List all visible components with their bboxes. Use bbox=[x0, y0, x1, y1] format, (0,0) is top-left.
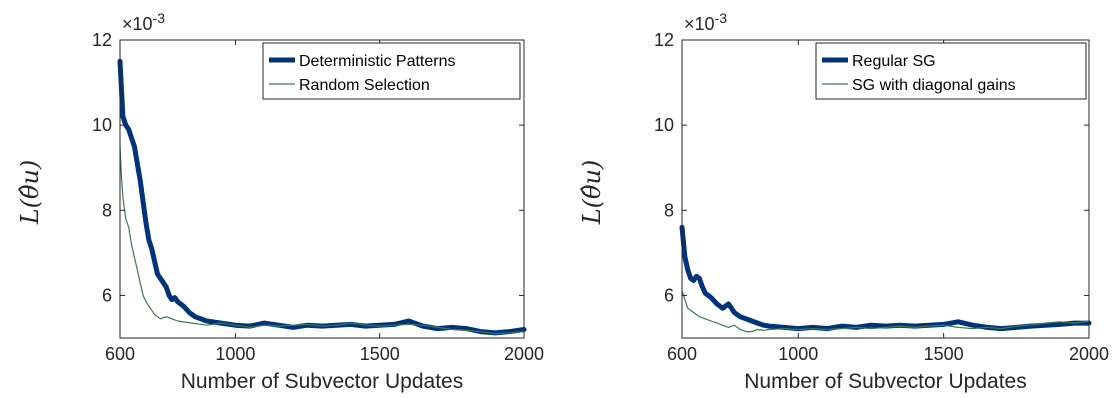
x-axis-label: Number of Subvector Updates bbox=[744, 370, 1026, 393]
y-tick-label: 12 bbox=[654, 30, 674, 50]
plot-area-frame bbox=[119, 39, 525, 339]
y-tick-label: 6 bbox=[664, 285, 674, 305]
legend-label-1: Regular SG bbox=[852, 53, 936, 70]
y-exponent-label: ×10-3 bbox=[684, 10, 727, 34]
legend: Deterministic Patterns Random Selection bbox=[262, 42, 521, 100]
y-tick-label: 8 bbox=[102, 200, 112, 220]
y-axis-label: L(θ̂u) bbox=[578, 160, 606, 226]
x-tick-label: 1500 bbox=[924, 344, 964, 364]
x-axis-label: Number of Subvector Updates bbox=[181, 370, 463, 393]
y-axis-label: L(θ̂u) bbox=[16, 160, 44, 226]
x-tick-label: 600 bbox=[105, 344, 135, 364]
y-exponent-label: ×10-3 bbox=[122, 10, 165, 34]
legend-box bbox=[815, 42, 1087, 100]
y-tick-label: 10 bbox=[92, 115, 112, 135]
series-line-1 bbox=[117, 58, 527, 336]
series-line-2 bbox=[681, 290, 1090, 333]
x-tick-label: 2000 bbox=[504, 344, 544, 364]
chart-panel-1: 600 1000 1500 2000 6 8 10 12 ×10-3 Number of Subv… bbox=[16, 10, 544, 393]
series-line-1 bbox=[679, 224, 1092, 332]
y-tick-label: 6 bbox=[102, 285, 112, 305]
x-tick-label: 600 bbox=[667, 344, 697, 364]
x-tick-label: 1500 bbox=[360, 344, 400, 364]
legend-label-1: Deterministic Patterns bbox=[299, 53, 456, 70]
legend-box bbox=[262, 42, 521, 100]
y-tick-label: 12 bbox=[92, 30, 112, 50]
x-tick-label: 2000 bbox=[1069, 344, 1109, 364]
x-tick-label: 1000 bbox=[778, 344, 818, 364]
series-line-2 bbox=[119, 145, 525, 335]
legend-label-2: SG with diagonal gains bbox=[852, 77, 1016, 94]
legend: Regular SG SG with diagonal gains bbox=[815, 42, 1087, 100]
y-tick-label: 10 bbox=[654, 115, 674, 135]
legend-label-2: Random Selection bbox=[299, 77, 430, 94]
plot-area-frame bbox=[681, 39, 1090, 339]
y-tick-label: 8 bbox=[664, 200, 674, 220]
x-tick-label: 1000 bbox=[215, 344, 255, 364]
chart-panel-2: 600 1000 1500 2000 6 8 10 12 ×10-3 Number of Subv… bbox=[578, 10, 1109, 393]
